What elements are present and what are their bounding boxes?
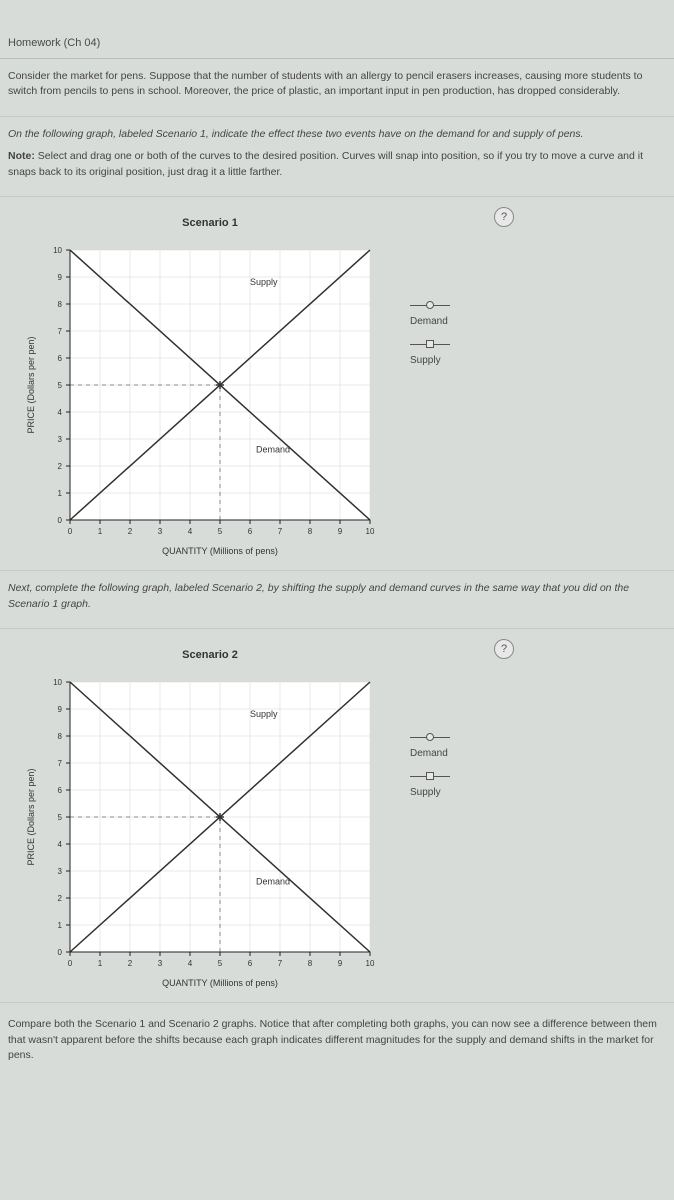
svg-text:1: 1 <box>58 921 63 930</box>
svg-text:9: 9 <box>338 527 343 536</box>
svg-text:4: 4 <box>188 527 193 536</box>
legend-supply-label: Supply <box>410 785 450 800</box>
svg-text:4: 4 <box>58 840 63 849</box>
note-para: Note: Select and drag one or both of the… <box>8 149 666 181</box>
svg-text:8: 8 <box>58 732 63 741</box>
svg-text:2: 2 <box>128 527 133 536</box>
svg-text:Supply: Supply <box>250 709 278 719</box>
svg-text:QUANTITY (Millions of pens): QUANTITY (Millions of pens) <box>162 978 278 988</box>
legend-supply-row[interactable] <box>410 339 450 349</box>
svg-text:QUANTITY (Millions of pens): QUANTITY (Millions of pens) <box>162 546 278 556</box>
svg-text:8: 8 <box>308 959 313 968</box>
svg-text:0: 0 <box>68 959 73 968</box>
legend-supply-mark <box>410 771 450 781</box>
svg-text:8: 8 <box>58 300 63 309</box>
svg-text:2: 2 <box>58 894 63 903</box>
svg-text:5: 5 <box>58 381 63 390</box>
legend-demand-row[interactable] <box>410 732 450 742</box>
scenario-2-block: ? Scenario 2 Demand Supply 0 1 2 3 4 5 6 7 8 9 10 0 1 2… <box>0 629 674 1003</box>
chart-2-legend: Demand Supply <box>410 732 450 810</box>
instruction2-text: Next, complete the following graph, labe… <box>8 581 666 613</box>
note-text: Select and drag one or both of the curve… <box>8 150 643 178</box>
svg-text:3: 3 <box>58 867 63 876</box>
circle-icon <box>426 733 434 741</box>
svg-text:1: 1 <box>58 489 63 498</box>
svg-text:0: 0 <box>58 516 63 525</box>
chart-2-wrap: Demand Supply 0 1 2 3 4 5 6 7 8 9 10 0 1 2 3 4 5 6 7 8 9 10 QUAN… <box>0 672 674 992</box>
svg-text:10: 10 <box>53 678 62 687</box>
svg-text:9: 9 <box>58 705 63 714</box>
svg-text:2: 2 <box>58 462 63 471</box>
svg-text:10: 10 <box>366 959 375 968</box>
svg-text:7: 7 <box>58 327 63 336</box>
svg-text:Demand: Demand <box>256 876 290 886</box>
legend-supply-label: Supply <box>410 353 450 368</box>
svg-text:7: 7 <box>58 759 63 768</box>
scenario-1-block: ? Scenario 1 Demand Supply 0 1 2 3 4 5 6 7 8 9 10 0 1 2… <box>0 197 674 571</box>
svg-text:1: 1 <box>98 527 103 536</box>
svg-text:2: 2 <box>128 959 133 968</box>
svg-text:PRICE (Dollars per pen): PRICE (Dollars per pen) <box>26 336 36 433</box>
intro-text: Consider the market for pens. Suppose th… <box>8 69 666 101</box>
legend-demand-label: Demand <box>410 314 450 329</box>
conclusion-section: Compare both the Scenario 1 and Scenario… <box>0 1003 674 1064</box>
legend-supply-row[interactable] <box>410 771 450 781</box>
svg-text:7: 7 <box>278 959 283 968</box>
svg-text:PRICE (Dollars per pen): PRICE (Dollars per pen) <box>26 768 36 865</box>
note-label: Note: <box>8 150 35 162</box>
chart-1-svg[interactable]: Demand Supply 0 1 2 3 4 5 6 7 8 9 10 0 1 2 3 4 5 6 7 8 9 10 QUAN… <box>20 240 380 560</box>
chart-1-title: Scenario 1 <box>40 215 380 232</box>
svg-text:3: 3 <box>158 959 163 968</box>
svg-text:0: 0 <box>58 948 63 957</box>
svg-text:9: 9 <box>338 959 343 968</box>
svg-text:3: 3 <box>58 435 63 444</box>
instruction-section-1: On the following graph, labeled Scenario… <box>0 117 674 197</box>
svg-text:7: 7 <box>278 527 283 536</box>
chart-2-title: Scenario 2 <box>40 647 380 664</box>
help-button-2[interactable]: ? <box>494 639 514 659</box>
chart-1-wrap: Demand Supply 0 1 2 3 4 5 6 7 8 9 10 0 1 2 3 4 5 6 7 8 9 10 QUAN… <box>0 240 674 560</box>
svg-text:9: 9 <box>58 273 63 282</box>
chart-2-svg[interactable]: Demand Supply 0 1 2 3 4 5 6 7 8 9 10 0 1 2 3 4 5 6 7 8 9 10 QUAN… <box>20 672 380 992</box>
svg-text:Supply: Supply <box>250 277 278 287</box>
svg-text:5: 5 <box>58 813 63 822</box>
svg-text:5: 5 <box>218 527 223 536</box>
square-icon <box>426 772 434 780</box>
legend-demand-mark <box>410 732 450 742</box>
circle-icon <box>426 301 434 309</box>
svg-text:10: 10 <box>53 246 62 255</box>
instruction1-text: On the following graph, labeled Scenario… <box>8 127 666 143</box>
svg-text:4: 4 <box>58 408 63 417</box>
intro-section: Consider the market for pens. Suppose th… <box>0 59 674 118</box>
legend-demand-label: Demand <box>410 746 450 761</box>
svg-text:6: 6 <box>58 354 63 363</box>
svg-text:6: 6 <box>248 959 253 968</box>
square-icon <box>426 340 434 348</box>
svg-text:6: 6 <box>58 786 63 795</box>
svg-text:0: 0 <box>68 527 73 536</box>
svg-text:4: 4 <box>188 959 193 968</box>
svg-text:1: 1 <box>98 959 103 968</box>
chart-1-legend: Demand Supply <box>410 300 450 378</box>
instruction-section-2: Next, complete the following graph, labe… <box>0 571 674 630</box>
legend-demand-mark <box>410 300 450 310</box>
legend-demand-row[interactable] <box>410 300 450 310</box>
svg-text:6: 6 <box>248 527 253 536</box>
svg-text:Demand: Demand <box>256 444 290 454</box>
legend-supply-mark <box>410 339 450 349</box>
svg-text:10: 10 <box>366 527 375 536</box>
page-header: Homework (Ch 04) <box>0 0 674 59</box>
svg-text:8: 8 <box>308 527 313 536</box>
help-button-1[interactable]: ? <box>494 207 514 227</box>
svg-text:3: 3 <box>158 527 163 536</box>
svg-text:5: 5 <box>218 959 223 968</box>
conclusion-text: Compare both the Scenario 1 and Scenario… <box>8 1017 666 1064</box>
